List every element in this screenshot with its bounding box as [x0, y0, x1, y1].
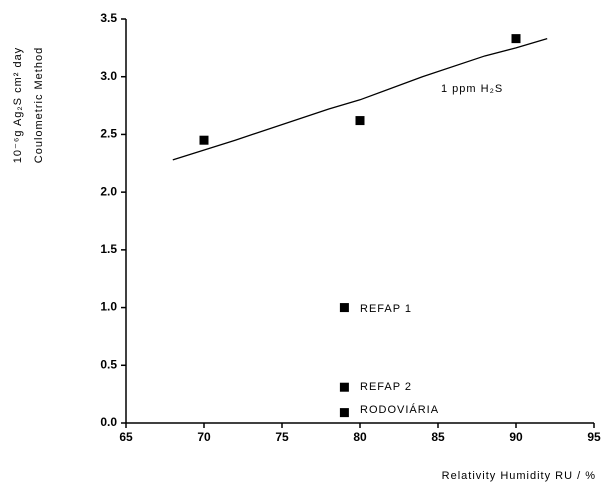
- x-tick-label: 75: [275, 430, 289, 444]
- y-tick-label: 0.5: [100, 357, 117, 371]
- x-tick-label: 95: [587, 430, 601, 444]
- y-tick-label: 3.5: [100, 11, 117, 25]
- y-tick-label: 2.0: [100, 184, 117, 198]
- data-point: [511, 34, 521, 44]
- annotation: REFAP 2: [360, 381, 412, 393]
- y-tick-label: 0.0: [100, 415, 117, 429]
- x-tick-label: 90: [509, 430, 523, 444]
- data-point: [339, 382, 349, 392]
- data-point: [339, 303, 349, 313]
- data-point: [199, 135, 209, 145]
- annotation: REFAP 1: [360, 303, 412, 315]
- annotation: RODOVIÁRIA: [360, 403, 439, 416]
- y-axis-label: Coulometric Method: [33, 47, 45, 163]
- x-tick-label: 70: [197, 430, 211, 444]
- y-tick-label: 1.5: [100, 242, 117, 256]
- x-tick-label: 80: [353, 430, 367, 444]
- fit-line: [172, 37, 548, 161]
- x-tick-label: 65: [119, 430, 133, 444]
- y-axis-label: 10⁻⁶g Ag₂S cm² day: [12, 47, 24, 163]
- x-tick-label: 85: [431, 430, 445, 444]
- y-tick-label: 2.5: [100, 127, 117, 141]
- data-point: [339, 408, 349, 418]
- annotation: 1 ppm H₂S: [441, 83, 503, 95]
- y-tick-label: 3.0: [100, 69, 117, 83]
- y-tick-label: 1.0: [100, 300, 117, 314]
- x-axis-label: Relativity Humidity RU / %: [442, 470, 596, 482]
- data-point: [355, 116, 365, 126]
